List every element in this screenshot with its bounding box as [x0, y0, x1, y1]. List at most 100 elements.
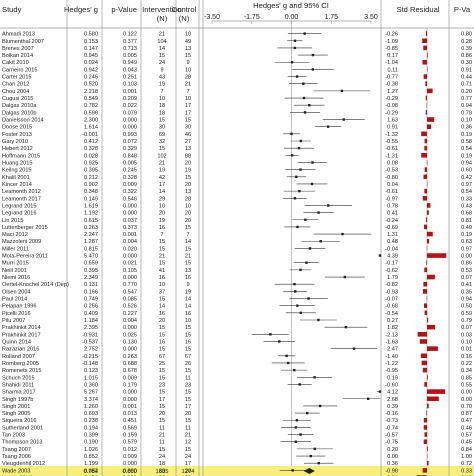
residual-p-value: 0.63: [461, 239, 472, 245]
residual-p-value: 0.33: [461, 196, 472, 202]
intervention-n: 41: [159, 268, 165, 274]
residual-value: -0.62: [385, 268, 398, 274]
residual-p-value: 0.91: [461, 67, 472, 73]
intervention-n: 29: [159, 196, 165, 202]
residual-bar: [423, 425, 427, 430]
residual-value: -0.61: [385, 189, 398, 195]
hedges-g-value: 0.131: [84, 282, 98, 288]
control-n: 11: [185, 425, 191, 431]
intervention-n: 67: [159, 354, 165, 360]
p-value: 0.000: [123, 325, 137, 331]
residual-p-value: 0.84: [461, 447, 472, 453]
p-value: 0.209: [123, 96, 137, 102]
residual-value: -0.07: [385, 297, 398, 303]
p-value: 0.000: [123, 275, 137, 281]
intervention-n: 104: [157, 39, 166, 45]
control-n: 9: [186, 282, 189, 288]
p-value: 0.000: [123, 390, 137, 396]
hedges-g-value: 0.263: [84, 225, 98, 231]
header-intervention: Intervention (N): [142, 5, 182, 23]
hedges-g-value: 0.520: [84, 82, 98, 88]
control-n: 9: [186, 60, 189, 66]
header-control-line-1: Control: [172, 5, 197, 14]
residual-value: -0.73: [385, 418, 398, 424]
p-value: 0.072: [123, 139, 137, 145]
table-row: Mazzoleni 2009 1.287 0.004 15 14 0.48 0.63: [2, 238, 472, 245]
effect-point: [296, 225, 299, 229]
control-n: 20: [185, 160, 191, 166]
hedges-g-value: 2.247: [84, 232, 98, 238]
hedges-g-value: 0.153: [84, 39, 98, 45]
p-value: 0.949: [123, 60, 137, 66]
study-name: Gary 2010: [2, 139, 28, 145]
effect-point: [344, 325, 348, 329]
p-value: 0.009: [123, 454, 137, 460]
residual-value: 1.82: [387, 325, 398, 331]
p-value: 0.004: [123, 318, 137, 324]
p-value: 0.013: [123, 411, 137, 417]
intervention-n: 15: [159, 325, 165, 331]
residual-p-value: 0.79: [461, 318, 472, 324]
control-n: 13: [185, 46, 191, 52]
study-name: Blumenthal 2007: [2, 39, 44, 45]
study-name: Chan 2012: [2, 82, 29, 88]
hedges-g-value: 0.409: [84, 311, 98, 317]
control-n: 10: [185, 96, 191, 102]
p-value: 0.547: [123, 289, 137, 295]
effect-point: [340, 89, 344, 93]
study-name: Lin 2015: [2, 218, 23, 224]
effect-point: [293, 46, 297, 50]
hedges-g-value: 1.015: [84, 375, 98, 381]
intervention-n: 42: [159, 175, 165, 181]
residual-value: -0.54: [385, 311, 398, 317]
intervention-n: 15: [159, 246, 165, 252]
intervention-n: 15: [159, 332, 165, 338]
control-n: 13: [185, 146, 191, 152]
table-row: Carneiro 2015 0.942 0.043 9 10 0.11 0.91: [2, 67, 472, 73]
residual-value: 4.39: [387, 254, 398, 260]
effect-point: [298, 383, 301, 386]
intervention-n: 20: [159, 211, 165, 217]
control-n: 11: [185, 375, 191, 381]
study-name: Niemi 2016: [2, 275, 30, 281]
p-value: 0.569: [123, 425, 137, 431]
intervention-n: 15: [159, 261, 165, 267]
residual-p-value: 0.71: [461, 82, 472, 88]
effect-point: [285, 354, 288, 357]
residual-value: 2.47: [387, 347, 398, 353]
residual-bar: [426, 410, 427, 416]
study-name: Keilng 2015: [2, 168, 32, 174]
effect-point: [317, 462, 320, 465]
p-value: 0.328: [123, 175, 137, 181]
table-row: Neill 2001 0.395 0.105 41 13 -0.62 0.53: [2, 267, 472, 274]
residual-bar: [423, 174, 427, 180]
study-name: Hoffmann 2015: [2, 153, 40, 159]
intervention-n: 21: [159, 160, 165, 166]
intervention-n: 17: [159, 397, 165, 403]
p-value: 0.546: [123, 196, 137, 202]
intervention-n: 16: [159, 225, 165, 231]
residual-bar: [427, 117, 435, 122]
p-value: 0.001: [123, 89, 137, 95]
residual-p-value: 0.19: [461, 232, 472, 238]
control-n: 24: [185, 454, 191, 460]
residual-bar: [423, 417, 427, 423]
study-name: Mota-Pereira 2011: [2, 254, 48, 260]
study-name: Singh 2005: [2, 411, 30, 417]
table-row: Vieugdenhil 2012 1.199 0.000 18 17 0.36 0.72: [2, 460, 472, 467]
study-name: Carneiro 2015: [2, 67, 37, 73]
intervention-n: 15: [159, 418, 165, 424]
p-value: 0.579: [123, 440, 137, 446]
residual-bar: [420, 353, 427, 359]
table-row: Kincer 2014 0.902 0.009 17 20 0.04 0.97: [2, 181, 472, 188]
intervention-n: 15: [159, 390, 165, 396]
hedges-g-value: 0.328: [84, 146, 98, 152]
effect-point: [294, 426, 298, 429]
effect-point: [343, 275, 347, 279]
effect-point: [308, 104, 311, 107]
residual-p-value: 0.55: [461, 382, 472, 388]
hedges-g-value: 0.166: [84, 289, 98, 295]
effect-point: [317, 318, 320, 322]
residual-p-value: 0.45: [461, 440, 472, 446]
